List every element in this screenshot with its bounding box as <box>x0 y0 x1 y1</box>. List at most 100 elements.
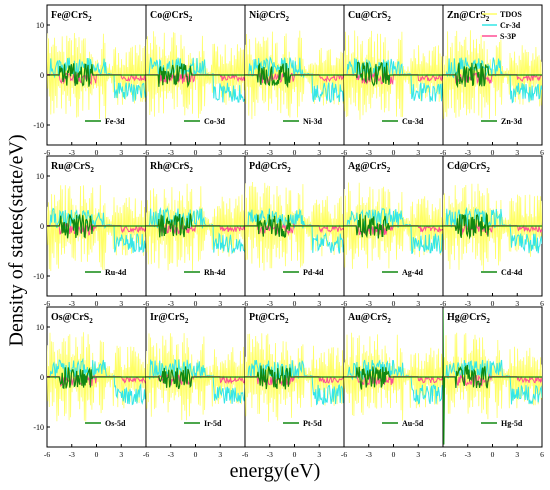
series-metal <box>443 309 542 445</box>
x-tick-label: -3 <box>267 148 273 157</box>
series-metal <box>245 62 344 89</box>
x-tick-label: 3 <box>119 450 123 459</box>
x-axis-label: energy(eV) <box>229 460 321 482</box>
plot-area <box>146 183 245 271</box>
x-tick-label: 3 <box>416 299 420 308</box>
panel-title: Co@CrS2 <box>150 10 193 23</box>
x-tick-label: -3 <box>168 450 174 459</box>
panel-ru-at-crs2: Ru@CrS2 Ru-4d 10 0 -10 -6 -3 0 3 <box>33 155 147 308</box>
y-tick-label: -10 <box>33 272 44 281</box>
series-cr-3d <box>344 207 443 255</box>
x-tick-label: 0 <box>491 148 495 157</box>
y-tick-label: -10 <box>33 423 44 432</box>
x-tick-label: -3 <box>465 299 471 308</box>
panel-pt-at-crs2: Pt@CrS2 Pt-5d -6 -3 0 3 <box>242 306 345 459</box>
x-tick-label: -6 <box>440 148 446 157</box>
series-metal <box>146 366 245 390</box>
x-tick-label: -3 <box>366 299 372 308</box>
series-tdos <box>245 30 344 120</box>
metal-legend-label: Pd-4d <box>303 268 324 277</box>
plot-area <box>443 183 542 271</box>
x-tick-label: 0 <box>293 299 297 308</box>
x-tick-label: -3 <box>366 148 372 157</box>
metal-legend-label: Ag-4d <box>402 268 423 277</box>
x-tick-label: 3 <box>515 299 519 308</box>
series-metal <box>146 213 245 238</box>
metal-legend-label: Ni-3d <box>303 117 323 126</box>
plot-area <box>344 332 443 421</box>
panel-title: Hg@CrS2 <box>447 312 490 325</box>
panel-title: Cu@CrS2 <box>348 10 391 23</box>
series-cr-3d <box>344 359 443 405</box>
x-tick-label: 0 <box>95 148 99 157</box>
x-tick-label: 3 <box>416 148 420 157</box>
panel-title: Zn@CrS2 <box>447 10 490 23</box>
metal-legend-label: Fe-3d <box>105 117 125 126</box>
series-metal <box>443 62 542 89</box>
y-tick-label: 10 <box>36 21 44 30</box>
x-tick-label: 3 <box>317 450 321 459</box>
plot-area <box>47 332 146 422</box>
panel-rh-at-crs2: Rh@CrS2 Rh-4d -6 -3 0 3 <box>143 155 246 308</box>
metal-legend-label: Pt-5d <box>303 419 322 428</box>
x-tick-label: 0 <box>392 299 396 308</box>
x-tick-label: 3 <box>218 148 222 157</box>
series-tdos <box>146 333 245 421</box>
x-tick-label: -6 <box>143 299 149 308</box>
panel-cd-at-crs2: Cd@CrS2 Cd-4d -6 -3 0 3 6 <box>440 155 544 308</box>
series-cr-3d <box>146 358 245 404</box>
x-tick-label: 0 <box>194 299 198 308</box>
panel-title: Rh@CrS2 <box>150 161 193 174</box>
legend-label: S-3P <box>500 32 516 41</box>
x-tick-label: -3 <box>69 450 75 459</box>
plot-area <box>47 185 146 271</box>
x-tick-label: -3 <box>168 299 174 308</box>
panel-title: Au@CrS2 <box>348 312 391 325</box>
x-tick-label: -6 <box>341 299 347 308</box>
series-metal <box>245 214 344 238</box>
series-metal <box>344 366 443 390</box>
x-tick-label: -6 <box>440 450 446 459</box>
plot-area <box>146 333 245 421</box>
series-metal <box>344 214 443 239</box>
x-tick-label: 3 <box>218 299 222 308</box>
series-metal <box>443 212 542 240</box>
panel-title: Os@CrS2 <box>51 312 93 325</box>
series-metal <box>146 63 245 88</box>
x-tick-label: -3 <box>366 450 372 459</box>
metal-legend-label: Rh-4d <box>204 268 226 277</box>
series-cr-3d <box>245 208 344 254</box>
panel-os-at-crs2: Os@CrS2 Os-5d 10 0 -10 -6 -3 0 3 <box>33 306 147 459</box>
x-tick-label: 0 <box>194 148 198 157</box>
panel-title: Cd@CrS2 <box>447 161 490 174</box>
y-tick-label: -10 <box>33 121 44 130</box>
x-tick-label: 3 <box>218 450 222 459</box>
x-tick-label: 3 <box>317 299 321 308</box>
y-tick-label: 10 <box>36 323 44 332</box>
metal-legend-label: Cd-4d <box>501 268 523 277</box>
x-tick-label: -6 <box>143 148 149 157</box>
x-tick-label: -6 <box>242 148 248 157</box>
panel-title: Ni@CrS2 <box>249 10 290 23</box>
metal-legend-label: Cu-3d <box>402 117 424 126</box>
metal-legend-label: Os-5d <box>105 419 126 428</box>
legend-label: Cr-3d <box>500 21 521 30</box>
series-metal <box>245 365 344 390</box>
plot-area <box>443 309 542 445</box>
x-tick-label: 3 <box>515 450 519 459</box>
y-tick-label: 0 <box>40 222 44 231</box>
panel-ir-at-crs2: Ir@CrS2 Ir-5d -6 -3 0 3 <box>143 306 246 459</box>
series-cr-3d <box>443 206 542 254</box>
plot-area <box>146 31 245 119</box>
series-cr-3d <box>47 57 146 102</box>
x-tick-label: -3 <box>168 148 174 157</box>
x-tick-label: -6 <box>143 450 149 459</box>
x-tick-label: 0 <box>293 148 297 157</box>
plot-area <box>344 182 443 269</box>
series-cr-3d <box>47 207 146 253</box>
x-tick-label: -3 <box>465 450 471 459</box>
panel-title: Ir@CrS2 <box>150 312 189 325</box>
plot-area <box>245 181 344 271</box>
panel-title: Pt@CrS2 <box>249 312 289 325</box>
